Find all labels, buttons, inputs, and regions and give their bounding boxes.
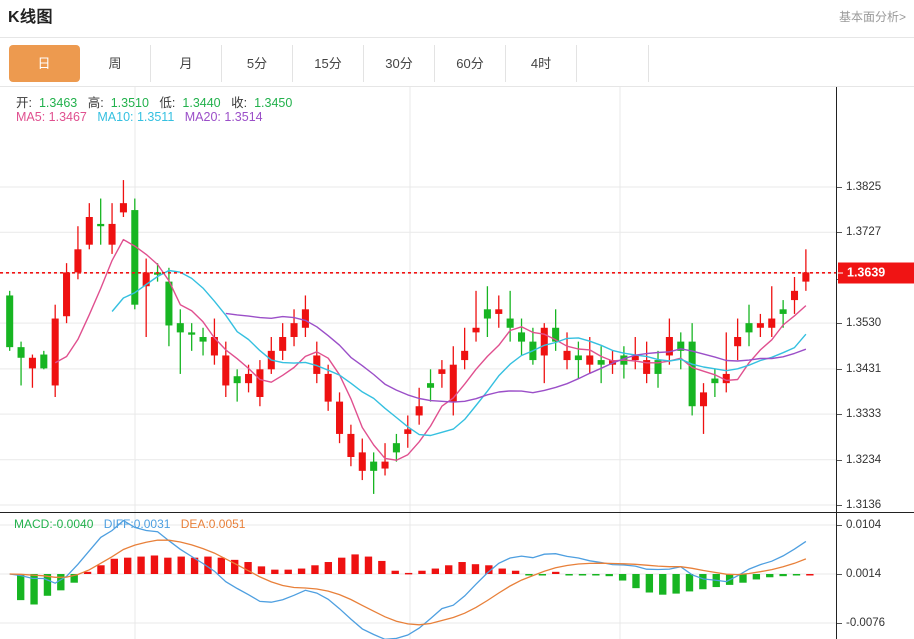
low-label: 低: <box>159 96 176 110</box>
tab-日[interactable]: 日 <box>9 45 80 82</box>
candlestick-svg <box>0 87 836 512</box>
tab-4时[interactable]: 4时 <box>506 45 577 82</box>
macd-panel: MACD:-0.0040 DIFF:0.0031 DEA:0.0051 0.01… <box>0 512 914 639</box>
tab-15分[interactable]: 15分 <box>293 45 364 82</box>
ma10-value: MA10: 1.3511 <box>97 110 175 124</box>
price-axis[interactable]: 1.38251.37271.36281.36391.35301.34311.33… <box>836 87 914 512</box>
timeframe-tabs: 日周月 5分 15分 30分 60分 4时 <box>9 45 649 82</box>
ohlc-legend: 开: 1.3463 高: 1.3510 低: 1.3440 收: 1.3450 <box>16 92 299 111</box>
chart-area: 开: 1.3463 高: 1.3510 低: 1.3440 收: 1.3450 MA5:… <box>0 87 914 639</box>
diff-value: DIFF:0.0031 <box>103 517 171 531</box>
tab-60分[interactable]: 60分 <box>435 45 506 82</box>
tab-周[interactable]: 周 <box>80 45 151 82</box>
candlestick-panel: 开: 1.3463 高: 1.3510 低: 1.3440 收: 1.3450 MA5:… <box>0 87 914 512</box>
current-price-badge: 1.3639 <box>838 262 914 284</box>
page-header: K线图 基本面分析> <box>0 0 914 38</box>
price-tick: 1.3825 <box>837 181 881 193</box>
tab-5分[interactable]: 5分 <box>222 45 293 82</box>
macd-tick: 0.0104 <box>837 519 881 531</box>
macd-svg <box>0 513 836 639</box>
open-label: 开: <box>16 96 32 110</box>
macd-tick: -0.0076 <box>837 617 885 629</box>
ma5-value: MA5: 1.3467 <box>16 110 87 124</box>
macd-axis[interactable]: 0.0104 0.0014 -0.0076 <box>836 513 914 639</box>
high-value: 1.3510 <box>110 96 149 110</box>
ma20-value: MA20: 1.3514 <box>184 110 263 124</box>
dea-value: DEA:0.0051 <box>180 517 246 531</box>
candlestick-plot[interactable] <box>0 87 836 512</box>
open-value: 1.3463 <box>38 96 78 110</box>
macd-value: MACD:-0.0040 <box>14 517 94 531</box>
macd-legend: MACD:-0.0040 DIFF:0.0031 DEA:0.0051 <box>14 517 252 531</box>
close-label: 收: <box>231 96 248 110</box>
macd-tick: 0.0014 <box>837 568 881 580</box>
tab-spacer <box>577 45 649 82</box>
price-tick: 1.3431 <box>837 363 881 375</box>
price-tick: 1.3234 <box>837 454 881 466</box>
price-tick: 1.3727 <box>837 226 881 238</box>
low-value: 1.3440 <box>182 96 221 110</box>
tab-30分[interactable]: 30分 <box>364 45 435 82</box>
macd-plot[interactable] <box>0 513 836 639</box>
price-tick: 1.3530 <box>837 317 881 329</box>
close-value: 1.3450 <box>254 96 293 110</box>
price-tick: 1.3333 <box>837 408 881 420</box>
ma-legend: MA5: 1.3467 MA10: 1.3511 MA20: 1.3514 <box>16 110 270 124</box>
page-title: K线图 <box>8 9 54 26</box>
price-tick: 1.3136 <box>837 499 881 511</box>
tab-月[interactable]: 月 <box>151 45 222 82</box>
timeframe-tabbar: 日周月 5分 15分 30分 60分 4时 <box>0 39 914 87</box>
high-label: 高: <box>87 96 104 110</box>
fundamental-analysis-link[interactable]: 基本面分析> <box>838 10 906 24</box>
